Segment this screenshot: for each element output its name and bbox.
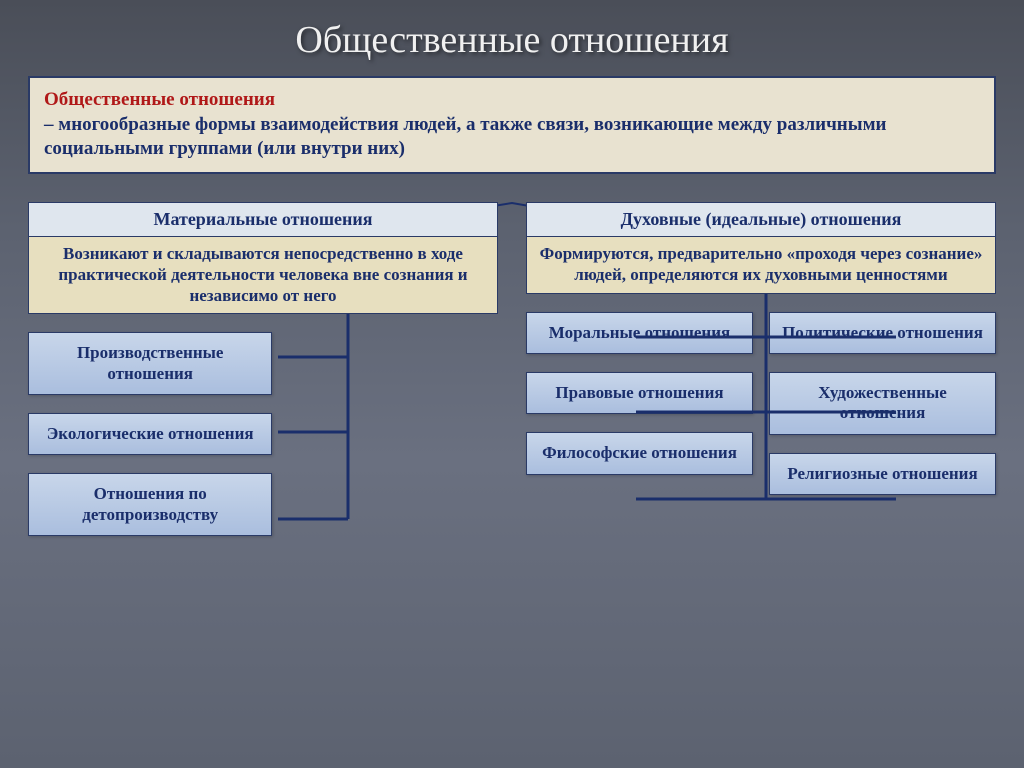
left-item-1: Экологические отношения	[28, 413, 272, 455]
right-right-item-1: Художественные отношения	[769, 372, 996, 435]
right-left-item-0: Моральные отношения	[526, 312, 753, 354]
left-item-2: Отношения по детопроизводству	[28, 473, 272, 536]
right-left-item-1: Правовые отношения	[526, 372, 753, 414]
right-right-item-2: Религиозные отношения	[769, 453, 996, 495]
left-column: Материальные отношения Возникают и склад…	[28, 202, 498, 536]
left-item-0: Производственные отношения	[28, 332, 272, 395]
slide-title: Общественные отношения	[0, 0, 1024, 76]
definition-body: – многообразные формы взаимодействия люд…	[44, 114, 886, 160]
left-desc: Возникают и складываются непосредственно…	[28, 237, 498, 314]
left-subs: Производственные отношения Экологические…	[28, 332, 498, 536]
left-header: Материальные отношения	[28, 202, 498, 237]
definition-term: Общественные отношения	[44, 89, 275, 110]
definition-box: Общественные отношения – многообразные ф…	[28, 76, 996, 174]
right-left-item-2: Философские отношения	[526, 432, 753, 474]
right-right-item-0: Политические отношения	[769, 312, 996, 354]
right-subs: Моральные отношения Правовые отношения Ф…	[526, 312, 996, 496]
columns: Материальные отношения Возникают и склад…	[28, 202, 996, 536]
right-desc: Формируются, предварительно «проходя чер…	[526, 237, 996, 293]
right-header: Духовные (идеальные) отношения	[526, 202, 996, 237]
right-column: Духовные (идеальные) отношения Формируют…	[526, 202, 996, 536]
